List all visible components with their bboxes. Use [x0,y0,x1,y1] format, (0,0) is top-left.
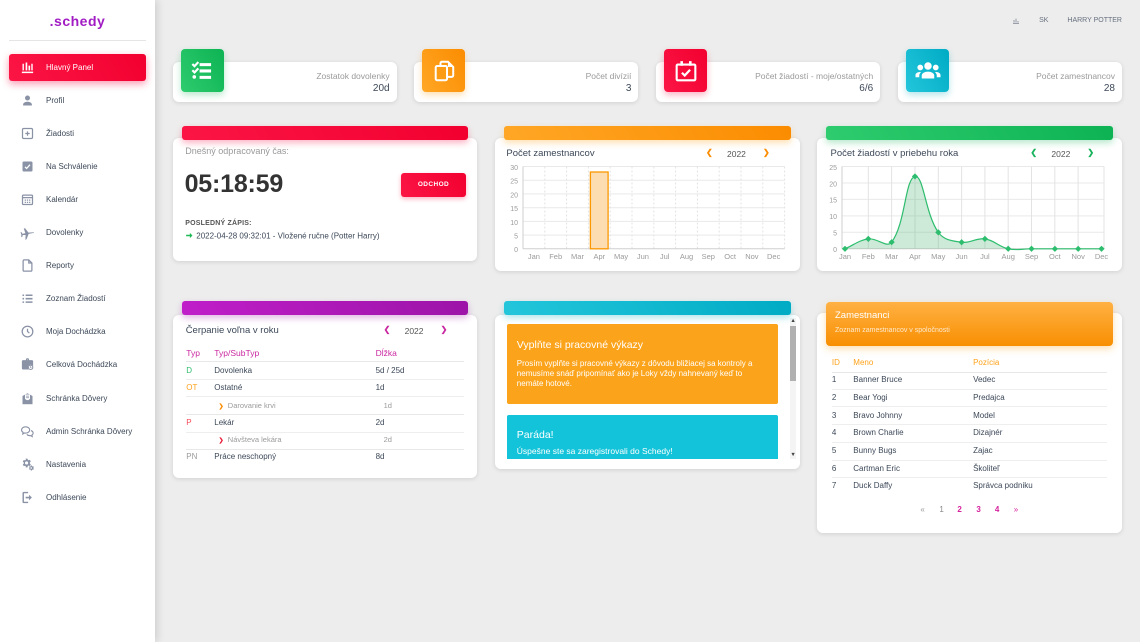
svg-text:15: 15 [510,206,518,213]
svg-text:10: 10 [830,214,838,221]
svg-text:30: 30 [510,165,518,172]
svg-text:Oct: Oct [724,252,737,261]
svg-text:Jul: Jul [981,252,991,261]
svg-text:Sep: Sep [702,252,715,261]
svg-text:0: 0 [833,247,837,254]
svg-text:Mar: Mar [886,252,899,261]
svg-text:5: 5 [833,231,837,238]
svg-text:Oct: Oct [1049,252,1062,261]
svg-text:20: 20 [830,181,838,188]
svg-text:Sep: Sep [1025,252,1038,261]
svg-text:0: 0 [514,247,518,254]
svg-text:5: 5 [514,234,518,241]
svg-text:Jun: Jun [956,252,968,261]
svg-text:Feb: Feb [862,252,875,261]
svg-text:10: 10 [510,220,518,227]
svg-text:Dec: Dec [1095,252,1109,261]
svg-text:Apr: Apr [593,252,605,261]
svg-text:Jan: Jan [839,252,851,261]
svg-text:May: May [932,252,946,261]
svg-text:Aug: Aug [1002,252,1015,261]
svg-text:25: 25 [510,179,518,186]
svg-text:Jun: Jun [637,252,649,261]
svg-text:25: 25 [830,165,838,172]
svg-text:Nov: Nov [745,252,759,261]
svg-text:Aug: Aug [680,252,693,261]
svg-text:Jul: Jul [660,252,670,261]
svg-text:Nov: Nov [1072,252,1086,261]
svg-text:Dec: Dec [767,252,781,261]
svg-text:Mar: Mar [571,252,584,261]
svg-text:20: 20 [510,192,518,199]
svg-text:May: May [614,252,628,261]
svg-text:Feb: Feb [549,252,562,261]
svg-text:15: 15 [830,198,838,205]
svg-text:Apr: Apr [910,252,922,261]
svg-text:Jan: Jan [528,252,540,261]
